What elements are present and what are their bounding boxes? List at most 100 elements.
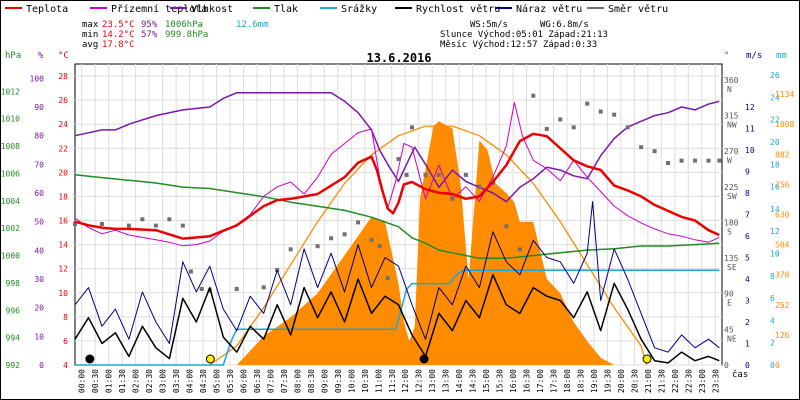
y-tick-speed: 2 [745, 318, 750, 327]
y-tick-pct: 100 [30, 74, 45, 83]
y-tick-compass: N [727, 85, 732, 94]
point-smer-vetru [99, 222, 104, 227]
legend-item-teplota: Teplota [5, 4, 68, 15]
y-tick-hpa: 1002 [1, 224, 20, 233]
x-tick-label: 10:00 [347, 369, 356, 393]
legend-label-teplota: Teplota [26, 4, 68, 15]
point-smer-vetru [598, 109, 603, 114]
x-tick-label: 23:30 [711, 369, 720, 393]
y-tick-speed: 0 [745, 361, 750, 370]
x-tick-label: 14:00 [455, 369, 464, 393]
y-tick-rain: 26 [770, 71, 780, 80]
y-tick-pct: 40 [34, 246, 44, 255]
point-smer-vetru [612, 112, 617, 117]
point-smer-vetru [477, 184, 482, 189]
y-tick-rain: 24 [770, 93, 780, 102]
stat-wg: WG:6.8m/s [540, 20, 589, 30]
x-tick-label: 12:30 [415, 369, 424, 393]
y-tick-solar: 0 [775, 361, 780, 370]
y-tick-temp: 24 [58, 120, 68, 129]
x-tick-label: 15:30 [496, 369, 505, 393]
x-tick-label: 00:30 [91, 369, 100, 393]
series-vlhkost [74, 91, 720, 203]
y-tick-dir: 270 [724, 147, 739, 156]
x-tick-label: 18:30 [576, 369, 585, 393]
y-tick-temp: 22 [58, 144, 68, 153]
y-tick-compass: W [727, 156, 732, 165]
series-tlak [74, 174, 720, 260]
point-smer-vetru [167, 217, 172, 222]
y-tick-speed: 6 [745, 232, 750, 241]
x-tick-label: 13:30 [442, 369, 451, 393]
y-tick-dir: 0 [724, 361, 729, 370]
point-smer-vetru [571, 125, 576, 130]
y-tick-solar: 882 [775, 150, 790, 159]
x-tick-label: 17:30 [550, 369, 559, 393]
stat-min-temp: 14.2°C [102, 30, 135, 40]
point-smer-vetru [423, 172, 428, 177]
sunset-marker [642, 354, 652, 364]
y-tick-hpa: 1008 [1, 142, 20, 151]
x-tick-label: 04:30 [199, 369, 208, 393]
series-prizemni-teplota [74, 102, 720, 247]
stat-max-temp: 23.5°C [102, 20, 135, 30]
legend-label-vlhkost: Vlhkost [191, 4, 233, 15]
point-smer-vetru [436, 172, 441, 177]
y-tick-temp: 26 [58, 96, 68, 105]
y-tick-temp: 20 [58, 168, 68, 177]
point-smer-vetru [585, 101, 590, 106]
x-tick-label: 19:30 [603, 369, 612, 393]
y-tick-temp: 12 [58, 265, 68, 274]
y-tick-hpa: 1000 [1, 252, 20, 261]
legend-label-prizemni-teplota: Přízemní teplota [111, 3, 207, 15]
point-smer-vetru [377, 244, 382, 249]
legend-item-vlhkost: Vlhkost [170, 4, 233, 15]
y-tick-compass: S [727, 227, 732, 236]
theoretical-solar-curve [209, 125, 648, 366]
point-smer-vetru [558, 117, 563, 122]
y-tick-speed: 8 [745, 189, 750, 198]
y-tick-rain: 10 [770, 250, 780, 259]
x-tick-label: 06:00 [239, 369, 248, 393]
stat-avg-temp: 17.8°C [102, 40, 135, 50]
x-tick-label: 03:30 [172, 369, 181, 393]
y-tick-compass: SE [727, 263, 737, 272]
x-tick-label: 07:30 [280, 369, 289, 393]
stat-max-press: 1006hPa [165, 20, 203, 30]
y-tick-pct: 20 [34, 304, 44, 313]
x-tick-label: 03:00 [159, 369, 168, 393]
point-smer-vetru [188, 269, 193, 274]
y-tick-dir: 225 [724, 183, 739, 192]
y-tick-rain: 2 [770, 339, 775, 348]
x-tick-label: 12:00 [401, 369, 410, 393]
x-tick-label: 21:00 [644, 369, 653, 393]
x-tick-label: 16:00 [509, 369, 518, 393]
x-tick-label: 21:30 [657, 369, 666, 393]
y-tick-speed: 12 [745, 103, 755, 112]
x-tick-label: 01:30 [118, 369, 127, 393]
stat-min-hum: 57% [141, 30, 158, 40]
legend-item-naraz-vetru: Náraz větru [495, 3, 582, 15]
y-tick-compass: NW [727, 120, 737, 129]
y-tick-hpa: 1012 [1, 87, 20, 96]
sunrise-marker [205, 354, 215, 364]
y-tick-compass: NE [727, 334, 737, 343]
y-tick-temp: 14 [58, 241, 68, 250]
moonset-marker [85, 354, 95, 364]
x-tick-label: 17:00 [536, 369, 545, 393]
y-tick-solar: 126 [775, 331, 790, 340]
y-tick-dir: 180 [724, 218, 739, 227]
y-tick-hpa: 994 [6, 334, 21, 343]
stat-avg-label: avg [82, 40, 98, 50]
point-smer-vetru [531, 93, 536, 98]
y-tick-speed: 1 [745, 340, 750, 349]
y-tick-dir: 135 [724, 254, 739, 263]
y-tick-pct: 0 [39, 361, 44, 370]
axis-unit-dir: ° [724, 51, 729, 61]
point-smer-vetru [369, 237, 374, 242]
x-tick-label: 04:00 [186, 369, 195, 393]
y-tick-speed: 7 [745, 211, 750, 220]
point-smer-vetru [517, 247, 522, 252]
legend-label-srazky: Srážky [341, 3, 377, 15]
